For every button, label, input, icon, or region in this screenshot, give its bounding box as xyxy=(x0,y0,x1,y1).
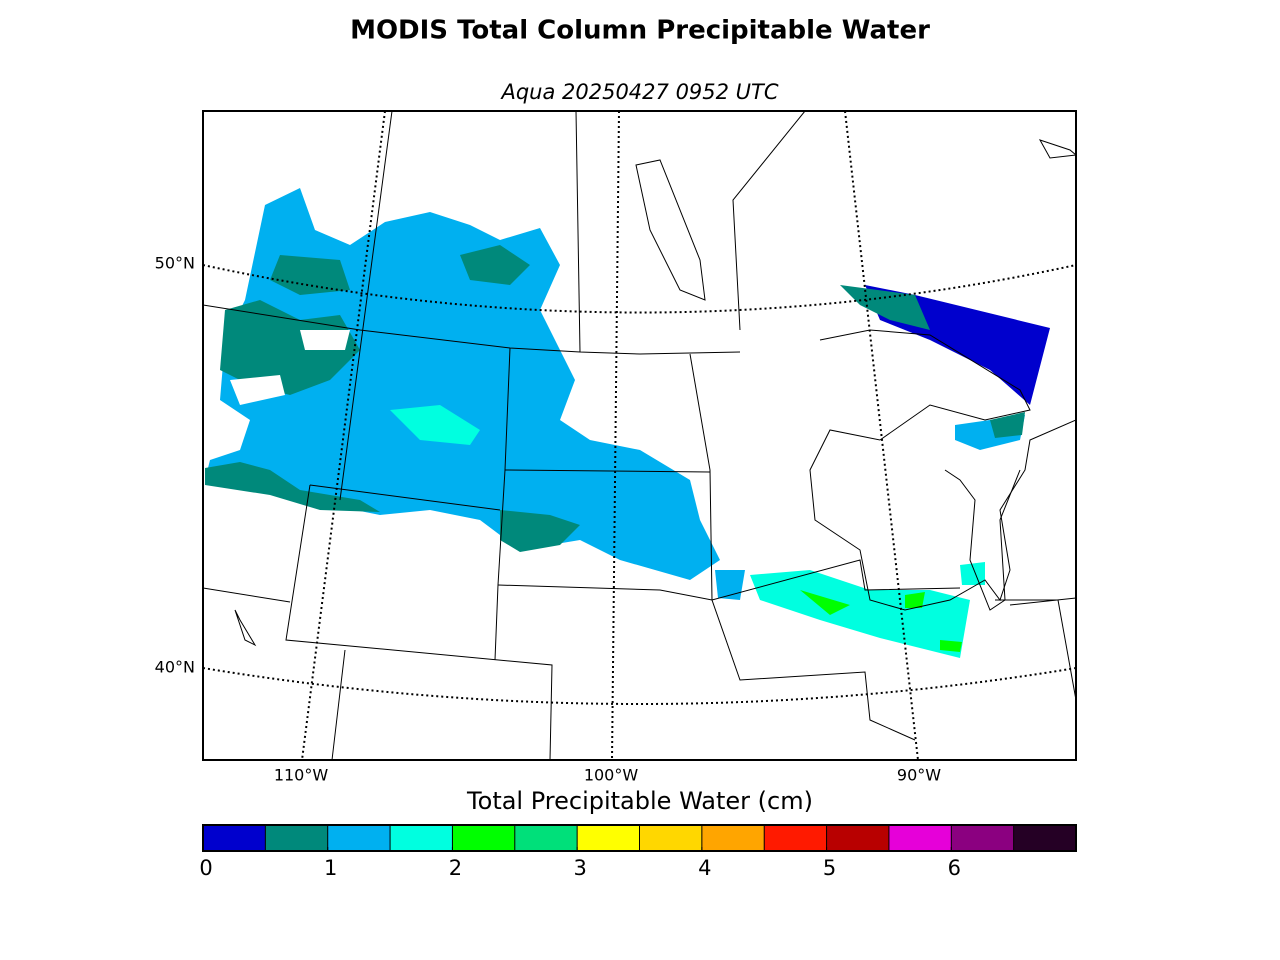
lat-label: 50°N xyxy=(155,254,195,273)
colorbar-tick-label: 0 xyxy=(199,856,212,880)
colorbar-segment xyxy=(452,825,515,851)
colorbar-segment xyxy=(203,825,266,851)
colorbar-segment xyxy=(514,825,578,851)
colorbar-segment xyxy=(265,825,328,851)
colorbar-segment xyxy=(639,825,702,851)
colorbar-tick-label: 1 xyxy=(324,856,337,880)
title: MODIS Total Column Precipitable Water xyxy=(350,16,930,46)
colorbar-segment xyxy=(826,825,889,851)
colorbar-tick-label: 4 xyxy=(698,856,711,880)
graticule xyxy=(203,111,1076,760)
colorbar-segment xyxy=(327,825,391,851)
tpw-field xyxy=(205,188,1050,658)
subtitle: Aqua 20250427 0952 UTC xyxy=(499,80,778,104)
colorbar-segment xyxy=(888,825,952,851)
colorbar-tick-label: 6 xyxy=(948,856,961,880)
colorbar-tick-label: 3 xyxy=(573,856,586,880)
colorbar: 0 1 2 3 4 5 6 xyxy=(199,824,1077,880)
lon-label: 110°W xyxy=(274,766,329,785)
lat-label: 40°N xyxy=(155,658,195,677)
lon-label: 100°W xyxy=(584,766,639,785)
colorbar-tick-label: 5 xyxy=(823,856,836,880)
colorbar-segment xyxy=(764,825,827,851)
colorbar-segment xyxy=(1013,825,1076,851)
colorbar-frame xyxy=(202,824,1077,852)
map-frame xyxy=(202,110,1077,761)
boundaries xyxy=(203,111,1076,760)
colorbar-label: Total Precipitable Water (cm) xyxy=(466,787,813,815)
colorbar-segment xyxy=(701,825,765,851)
lon-label: 90°W xyxy=(897,766,941,785)
map: 50°N 40°N 110°W 100°W 90°W xyxy=(155,110,1077,785)
colorbar-segment xyxy=(577,825,640,851)
colorbar-segment xyxy=(390,825,453,851)
colorbar-segment xyxy=(951,825,1014,851)
colorbar-tick-label: 2 xyxy=(449,856,462,880)
